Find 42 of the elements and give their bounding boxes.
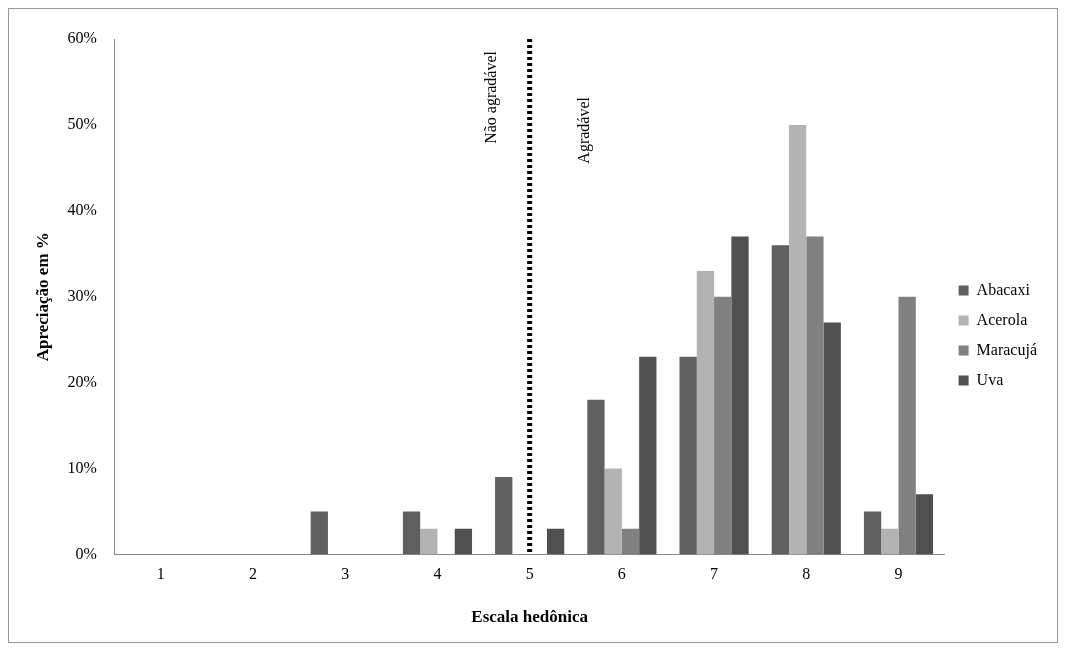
y-tick-label: 40%: [67, 201, 97, 218]
ref-line-label: Não agradável: [481, 50, 500, 144]
bar: [679, 356, 697, 555]
y-tick-label: 60%: [67, 29, 97, 47]
y-tick-label: 10%: [67, 458, 97, 476]
bar: [604, 468, 622, 555]
legend-label: Acerola: [976, 310, 1028, 328]
bar: [731, 236, 749, 555]
bar: [696, 270, 715, 555]
annotation: Agradável: [574, 96, 593, 164]
x-tick-label: 4: [433, 565, 442, 583]
y-tick-label: 0%: [75, 544, 97, 562]
legend-label: Maracujá: [976, 340, 1037, 359]
bar: [402, 511, 421, 555]
y-axis-title: Apreciação em %: [32, 232, 52, 362]
x-tick-label: 8: [802, 565, 811, 583]
bar: [881, 528, 899, 555]
x-tick-label: 3: [341, 565, 350, 583]
bar: [788, 124, 807, 555]
bar: [639, 356, 657, 555]
legend-label: Abacaxi: [976, 280, 1031, 298]
x-tick-label: 2: [249, 565, 258, 583]
y-tick-label: 30%: [67, 286, 97, 304]
bar: [823, 322, 841, 555]
bar: [915, 494, 934, 555]
x-tick-label: 6: [617, 565, 626, 583]
x-axis-title: Escala hedônica: [471, 607, 589, 627]
bar: [546, 528, 565, 555]
x-tick-label: 9: [894, 565, 903, 583]
bar: [495, 477, 513, 555]
bar: [587, 399, 605, 555]
y-tick-label: 20%: [67, 372, 97, 390]
bar: [863, 511, 882, 555]
x-tick-label: 5: [525, 565, 534, 583]
bar: [420, 528, 438, 555]
bar: [454, 528, 473, 555]
y-tick-label: 50%: [67, 115, 97, 133]
legend-label: Uva: [976, 370, 1004, 388]
bar: [310, 511, 328, 555]
x-tick-label: 1: [156, 565, 165, 583]
x-tick-label: 7: [710, 565, 719, 583]
bar: [771, 245, 789, 555]
